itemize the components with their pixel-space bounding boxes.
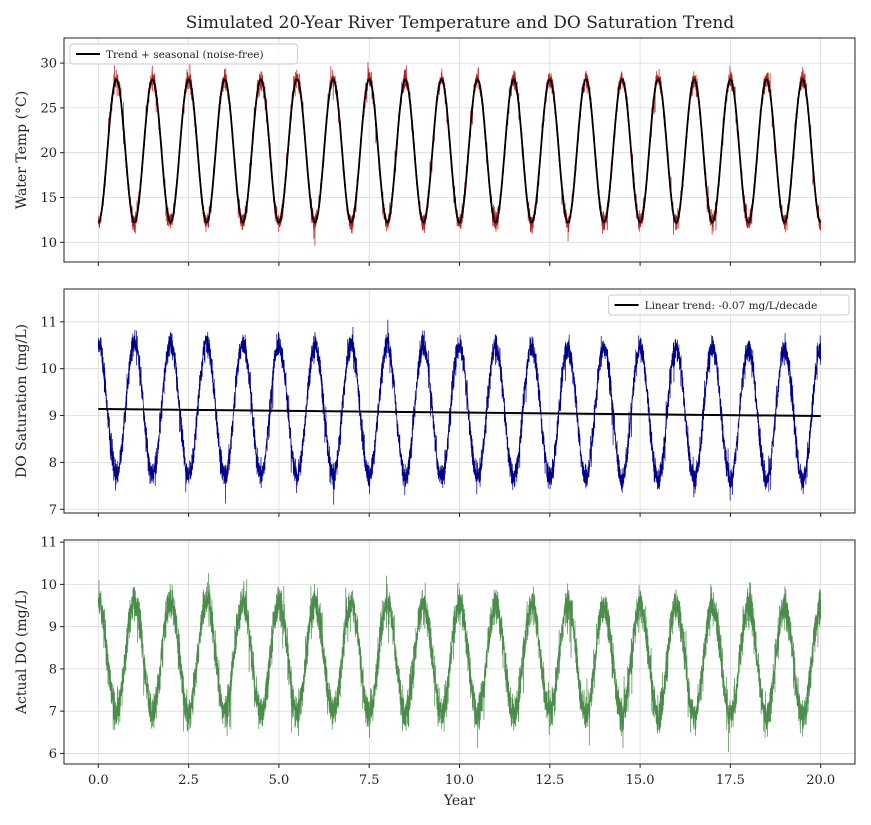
y-tick-label: 11 [40,315,57,330]
x-tick-label: 20.0 [806,773,835,788]
plot-area [97,319,822,505]
y-tick-label: 7 [49,503,57,518]
x-tick-label: 17.5 [716,773,745,788]
y-tick-label: 8 [49,456,57,471]
y-tick-label: 10 [40,362,57,377]
series-line-smooth [97,78,822,224]
panel-3: 6 7 8 9 10 11 0.0 2.5 5.0 7.5 10.0 12.5 15.0 17.5 20.0… [14,536,856,809]
panel-2: 7 8 9 10 11 DO Saturation (mg/L) Linear trend:… [14,288,856,518]
y-tick-label: 6 [49,747,57,762]
x-tick-label: 2.5 [178,773,199,788]
y-tick-label: 30 [40,57,57,72]
series-line-noisy [97,572,822,753]
x-tick-label: 12.5 [535,773,564,788]
y-tick-label: 20 [40,146,57,161]
x-tick-label: 10.0 [445,773,474,788]
legend-box [608,294,850,316]
plot-area [97,572,822,753]
x-tick-label: 7.5 [359,773,380,788]
x-axis-label: Year [443,793,476,809]
x-tick-label: 5.0 [269,773,290,788]
y-tick-label: 15 [40,191,57,206]
y-tick-label: 11 [40,536,57,551]
y-axis-label: Actual DO (mg/L) [14,590,30,715]
y-tick-label: 8 [49,662,57,677]
y-tick-label: 9 [49,409,57,424]
y-axis-label: DO Saturation (mg/L) [14,324,30,478]
y-axis-label: Water Temp (°C) [14,91,30,209]
chart-title: Simulated 20-Year River Temperature and … [186,13,735,33]
plot-area [97,62,822,247]
y-tick-label: 7 [49,705,57,720]
series-line-noisy [97,319,822,505]
legend-label: Trend + seasonal (noise-free) [106,49,264,61]
y-tick-label: 10 [40,236,57,251]
y-tick-label: 10 [40,578,57,593]
x-tick-label: 0.0 [88,773,109,788]
legend-label: Linear trend: -0.07 mg/L/decade [645,300,818,312]
y-tick-label: 9 [49,620,57,635]
panel-1: 10 15 20 25 30 Water Temp (°C) Trend + seasona… [14,37,856,266]
legend-box [69,43,299,65]
y-tick-label: 25 [40,101,57,116]
x-tick-label: 15.0 [626,773,655,788]
legend: Trend + seasonal (noise-free) [69,43,299,65]
legend: Linear trend: -0.07 mg/L/decade [608,294,850,316]
series-line-trend [98,407,821,417]
